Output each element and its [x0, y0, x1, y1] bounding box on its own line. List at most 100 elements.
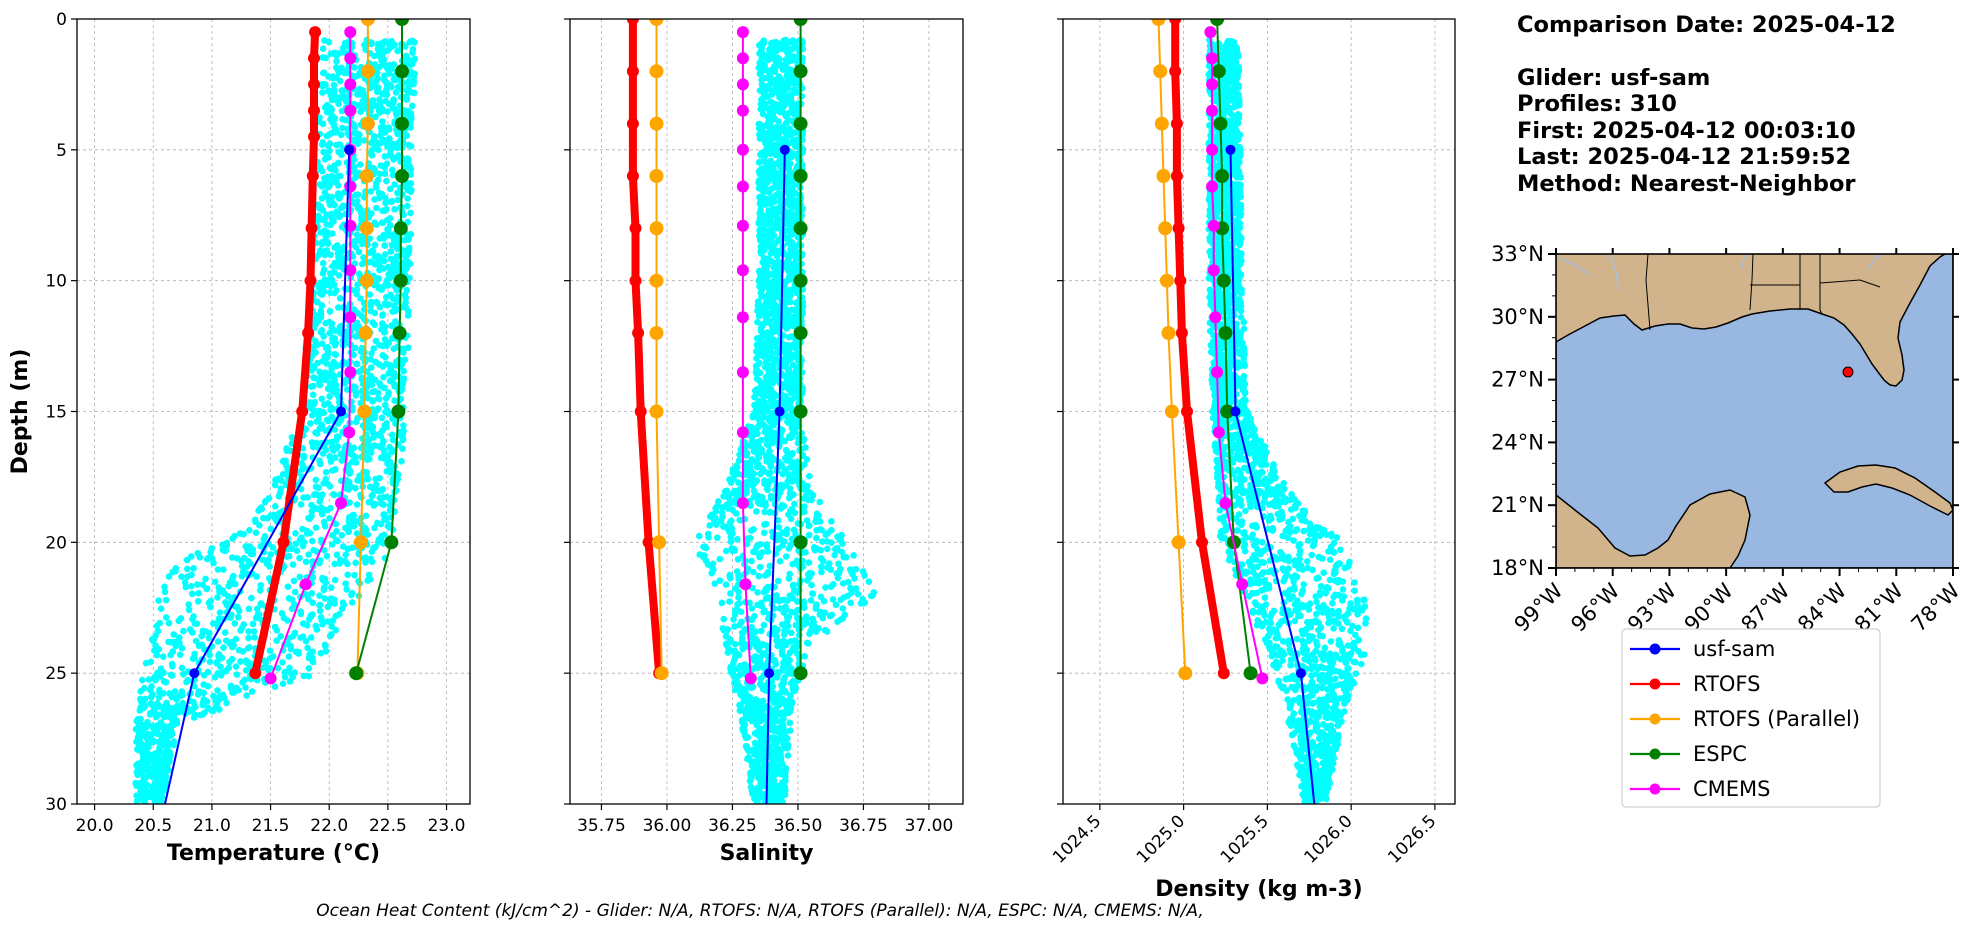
glider-point [398, 428, 406, 435]
glider-point [384, 225, 391, 233]
glider-point [153, 671, 161, 678]
glider-point [788, 99, 796, 107]
glider-point [316, 559, 323, 567]
glider-point [302, 426, 310, 433]
glider-point [140, 773, 147, 781]
glider-point [147, 686, 154, 694]
glider-point [388, 449, 395, 456]
glider-point [384, 47, 391, 54]
series-point-rtofs [308, 78, 320, 91]
glider-point [755, 500, 763, 507]
glider-point [188, 590, 196, 598]
glider-point [375, 536, 383, 543]
glider-point [735, 457, 743, 464]
glider-point [358, 87, 366, 94]
glider-point [194, 581, 201, 588]
glider-point [321, 189, 329, 196]
glider-point [330, 116, 338, 123]
glider-point [336, 295, 344, 302]
glider-point [379, 342, 387, 350]
glider-point [288, 545, 296, 553]
glider-point [307, 634, 315, 641]
y-axis-label: Depth (m) [8, 349, 33, 475]
glider-point [335, 159, 342, 167]
glider-point [756, 563, 764, 571]
glider-point [319, 89, 326, 96]
glider-point [758, 123, 766, 131]
glider-point [411, 55, 419, 62]
series-point-cmems [344, 78, 357, 91]
series-point-rtofs-parallel [360, 116, 375, 131]
glider-point [320, 480, 327, 487]
glider-point [389, 171, 397, 179]
glider-point [778, 651, 786, 658]
glider-point [351, 64, 358, 71]
glider-point [375, 45, 382, 52]
glider-point [303, 622, 311, 629]
glider-point [386, 502, 394, 509]
glider-point [706, 513, 714, 520]
glider-point [740, 628, 747, 636]
glider-point [359, 98, 367, 105]
glider-point [377, 382, 385, 390]
glider-point [330, 81, 338, 89]
glider-point [776, 163, 784, 170]
glider-point [328, 320, 336, 328]
glider-point [326, 140, 334, 147]
glider-point [354, 204, 362, 212]
glider-point [722, 581, 730, 588]
series-point-rtofs-parallel [360, 19, 375, 26]
glider-point [788, 433, 795, 441]
glider-point [236, 530, 244, 537]
glider-point [147, 709, 154, 717]
glider-point [786, 592, 793, 599]
glider-point [749, 683, 757, 691]
glider-point [351, 124, 359, 132]
glider-point [720, 615, 728, 623]
series-rtofs [249, 26, 322, 680]
glider-point [369, 397, 376, 404]
glider-point [333, 551, 341, 559]
glider-point [316, 205, 323, 212]
glider-point [727, 590, 734, 597]
glider-point [753, 355, 760, 362]
glider-point [319, 139, 327, 146]
glider-point [771, 287, 779, 294]
glider-point [776, 557, 784, 565]
glider-point [385, 281, 392, 289]
glider-point [782, 363, 790, 371]
glider-point [729, 506, 736, 514]
glider-point [200, 681, 207, 688]
glider-point [383, 293, 390, 301]
glider-point [298, 534, 305, 541]
glider-point [384, 276, 391, 284]
glider-point [793, 89, 800, 96]
glider-point [788, 387, 796, 394]
series-usf-sam [164, 144, 355, 804]
glider-point [828, 526, 835, 534]
glider-point [388, 431, 396, 439]
glider-point [328, 106, 336, 113]
glider-point [329, 93, 337, 100]
glider-point [767, 185, 775, 193]
glider-point [405, 156, 412, 164]
glider-point [251, 634, 258, 641]
glider-point [346, 499, 353, 507]
glider-point [166, 748, 173, 756]
glider-point [757, 151, 764, 158]
glider-point [324, 400, 332, 407]
glider-point [381, 164, 389, 171]
glider-point [134, 763, 141, 770]
y-tick-label: 5 [56, 141, 67, 161]
glider-point [206, 651, 213, 659]
glider-point [284, 617, 291, 624]
glider-point [266, 563, 273, 570]
glider-point [259, 556, 266, 564]
glider-point [333, 362, 340, 370]
glider-point [317, 614, 325, 621]
glider-point [367, 302, 375, 310]
series-line-rtofs-parallel [356, 19, 369, 674]
glider-point [326, 632, 334, 640]
glider-point [326, 131, 333, 138]
glider-point [381, 336, 389, 343]
